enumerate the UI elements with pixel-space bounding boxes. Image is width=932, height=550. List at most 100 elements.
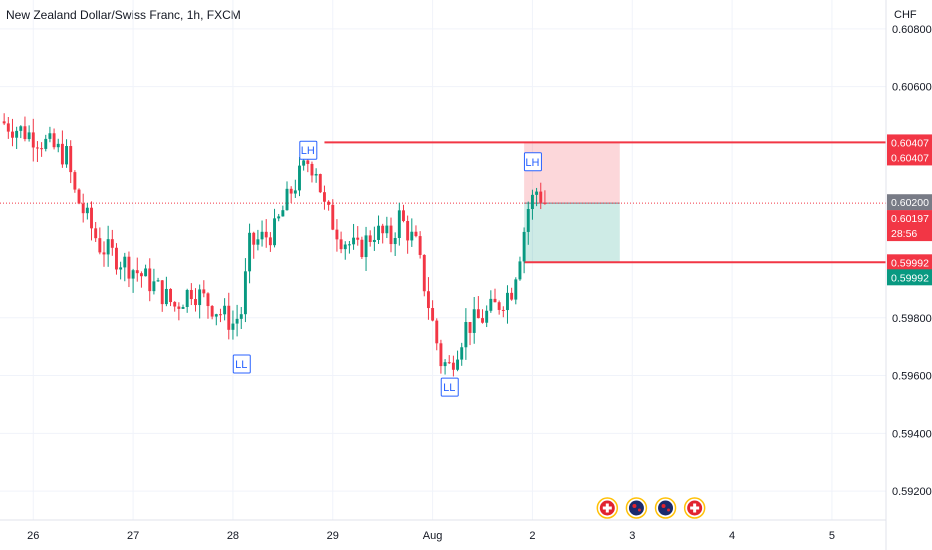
x-tick-label: Aug [423, 530, 443, 542]
candle-body [177, 306, 181, 309]
candle-body [331, 204, 335, 230]
candle-body [435, 320, 439, 344]
candle-body [406, 221, 410, 241]
x-tick-label: 4 [729, 530, 735, 542]
price-tag [887, 134, 932, 151]
candle-body [522, 231, 526, 262]
price-tag [887, 225, 932, 242]
x-tick-label: 28 [227, 530, 239, 542]
x-tick-label: 2 [529, 530, 535, 542]
candle-body [389, 225, 393, 245]
candle-body [252, 232, 256, 245]
candle-body [156, 280, 160, 282]
candle-body [381, 225, 385, 234]
candle-body [6, 123, 10, 132]
candle-body [472, 309, 476, 333]
candle-body [443, 362, 447, 367]
candle-body [23, 126, 27, 140]
candle-body [135, 270, 139, 274]
candle-body [447, 362, 451, 364]
nz-flag-icon[interactable] [625, 497, 648, 519]
price-tag-text: 0.59992 [891, 257, 929, 269]
candle-body [35, 147, 39, 149]
candle-body [422, 254, 426, 292]
candle-body [98, 238, 102, 253]
candle-body [327, 201, 331, 205]
candle-body [377, 225, 380, 240]
target-zone [524, 203, 620, 263]
candle-body [131, 270, 135, 279]
candle-body [60, 143, 64, 165]
candle-body [148, 268, 152, 292]
price-tag [887, 210, 932, 227]
price-tag-text: 28:56 [891, 228, 917, 240]
candle-body [289, 188, 293, 194]
candle-body [285, 188, 289, 211]
candle-body [314, 174, 318, 176]
candle-body [19, 126, 23, 131]
swiss-flag-icon[interactable] [596, 497, 619, 519]
candle-body [493, 298, 497, 303]
price-tag [887, 269, 932, 286]
candle-body [514, 279, 518, 300]
candle-body [464, 322, 468, 348]
candle-body [127, 256, 131, 279]
nz-flag-icon[interactable] [654, 497, 677, 519]
candle-body [339, 239, 343, 250]
marker-box [232, 354, 251, 374]
price-tag [887, 254, 932, 271]
candle-body [214, 314, 218, 317]
candle-body [268, 237, 272, 246]
candle-body [368, 235, 372, 242]
candle-body [356, 237, 360, 240]
candle-body [31, 132, 35, 148]
price-tag [887, 149, 932, 166]
marker-label: LH [301, 145, 315, 157]
candle-body [123, 256, 127, 268]
x-tick-label: 5 [829, 530, 835, 542]
marker-label: LL [443, 382, 455, 394]
marker-label: LH [525, 157, 539, 169]
candle-body [243, 271, 247, 315]
candle-body [206, 293, 210, 307]
candle-body [44, 138, 48, 149]
candle-body [385, 225, 389, 234]
price-tag-text: 0.60407 [891, 137, 929, 149]
candle-body [535, 191, 539, 195]
candle-body [476, 309, 480, 319]
candle-body [456, 359, 460, 370]
candle-body [497, 302, 501, 310]
candle-body [52, 133, 56, 148]
candle-body [343, 244, 347, 250]
candle-body [139, 273, 143, 277]
candle-body [318, 174, 322, 193]
candle-body [293, 190, 297, 194]
candle-body [11, 131, 14, 138]
price-tag-text: 0.59992 [891, 272, 929, 284]
candle-body [194, 299, 197, 306]
y-tick-label: 0.59600 [892, 371, 932, 383]
candle-body [144, 268, 148, 277]
candle-body [418, 236, 422, 255]
candle-body [364, 235, 368, 258]
candle-body [235, 318, 239, 324]
candle-body [414, 231, 418, 237]
candle-body [426, 291, 430, 309]
candle-body [310, 163, 314, 176]
candle-body [410, 231, 414, 241]
marker-label: LL [235, 359, 247, 371]
swiss-flag-icon[interactable] [683, 497, 706, 519]
candle-body [360, 239, 364, 258]
price-tag-text: 0.60407 [891, 152, 929, 164]
x-tick-label: 3 [629, 530, 635, 542]
candle-body [94, 228, 98, 239]
y-tick-label: 0.59200 [892, 486, 932, 498]
currency-label: CHF [894, 9, 917, 21]
candle-body [468, 322, 472, 333]
candle-body [393, 238, 397, 245]
candle-body [510, 292, 514, 300]
price-tag-text: 0.60200 [891, 197, 929, 209]
candle-body [90, 207, 93, 229]
candle-body [48, 133, 52, 139]
